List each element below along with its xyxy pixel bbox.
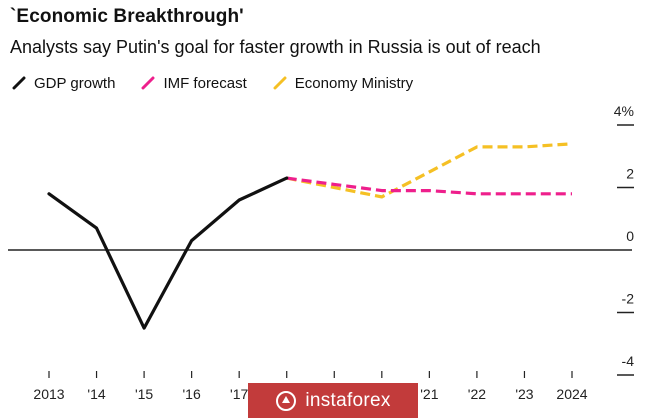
legend-label-imf-forecast: IMF forecast xyxy=(163,74,247,92)
x-tick-label: '14 xyxy=(87,386,105,402)
y-tick-label: -4 xyxy=(622,353,635,369)
legend-swatch-economy-ministry xyxy=(273,76,287,90)
series-layer xyxy=(47,142,573,330)
legend-label-economy-ministry: Economy Ministry xyxy=(294,74,414,92)
y-tick-label: 4% xyxy=(614,103,634,119)
legend-item-imf-forecast: IMF forecast xyxy=(141,74,247,92)
chart-title: `Economic Breakthrough' xyxy=(10,6,244,27)
legend-swatch-imf-forecast xyxy=(141,76,155,90)
legend-label-gdp-growth: GDP growth xyxy=(34,74,116,92)
y-tick-label: 2 xyxy=(626,166,634,182)
x-tick-label: '15 xyxy=(135,386,153,402)
legend-item-gdp-growth: GDP growth xyxy=(12,75,115,92)
legend-swatch-gdp-growth xyxy=(12,76,26,90)
watermark-text: instaforex xyxy=(305,389,391,411)
watermark-badge: instaforex xyxy=(248,383,418,418)
series-line-economy-ministry xyxy=(286,142,573,199)
instaforex-logo-icon xyxy=(276,390,297,411)
x-tick-label: '16 xyxy=(183,386,201,402)
axis-layer: 4%20-2-42013'14'15'16'17'18'19'20'21'22'… xyxy=(8,103,634,402)
chart-legend: GDP growth IMF forecast Economy Ministry xyxy=(12,72,439,94)
x-tick-label: 2024 xyxy=(556,386,587,402)
legend-item-economy-ministry: Economy Ministry xyxy=(273,75,413,92)
x-tick-label: '21 xyxy=(420,386,438,402)
x-tick-label: '22 xyxy=(468,386,486,402)
y-tick-label: 0 xyxy=(626,228,634,244)
x-tick-label: '23 xyxy=(515,386,533,402)
y-tick-label: -2 xyxy=(622,291,635,307)
series-line-imf-forecast xyxy=(286,176,572,196)
series-line-gdp-growth xyxy=(47,176,289,330)
chart-subtitle: Analysts say Putin's goal for faster gro… xyxy=(10,37,541,57)
x-tick-label: 2013 xyxy=(33,386,64,402)
x-tick-label: '17 xyxy=(230,386,248,402)
